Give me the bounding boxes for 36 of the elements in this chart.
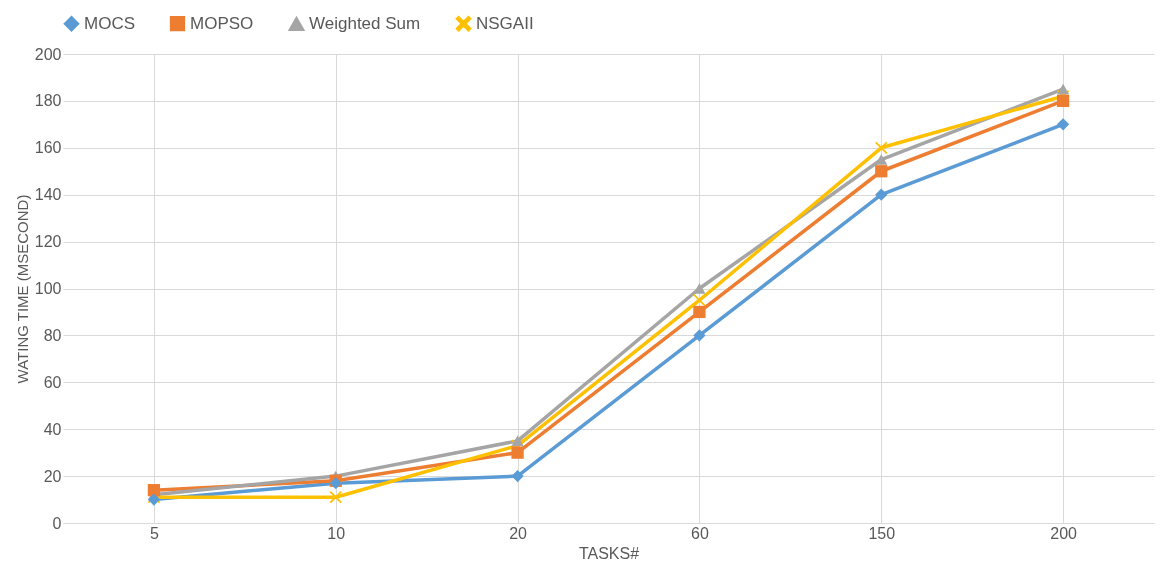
point [875, 141, 888, 154]
legend-label: NSGAII [476, 13, 534, 33]
x-tick-label: 5 [149, 524, 159, 542]
x-tick-label: 150 [868, 524, 896, 542]
point [1056, 94, 1070, 108]
point [511, 435, 524, 447]
point [875, 165, 888, 178]
x-axis-title: TASKS# [578, 544, 640, 562]
legend-label: MOCS [84, 13, 135, 33]
y-tick-label: 80 [43, 326, 62, 344]
y-tick-label: 0 [52, 514, 62, 532]
y-tick-label: 40 [43, 420, 62, 438]
point [511, 446, 524, 459]
x-tick-label: 200 [1050, 524, 1078, 542]
point [693, 305, 706, 319]
legend-label: MOPSO [190, 13, 254, 33]
point [329, 491, 342, 504]
x-tick-label: 10 [327, 524, 346, 542]
point [693, 329, 706, 342]
y-tick-label: 200 [34, 45, 62, 63]
y-tick-label: 20 [43, 467, 62, 485]
y-tick-label: 160 [34, 139, 62, 157]
x-tick-label: 20 [509, 524, 528, 542]
y-tick-label: 60 [43, 373, 62, 391]
x-tick-label: 60 [691, 524, 709, 542]
point [693, 294, 706, 307]
y-tick-label: 180 [34, 92, 62, 110]
point [147, 484, 161, 497]
point [875, 188, 888, 201]
y-axis-title: WATING TIME (MSECOND) [13, 194, 31, 384]
point [511, 469, 524, 483]
legend-label: Weighted Sum [309, 14, 421, 34]
point [1056, 118, 1070, 131]
y-tick-label: 100 [34, 280, 62, 297]
y-tick-label: 120 [34, 233, 62, 251]
y-tick-label: 140 [34, 186, 62, 204]
